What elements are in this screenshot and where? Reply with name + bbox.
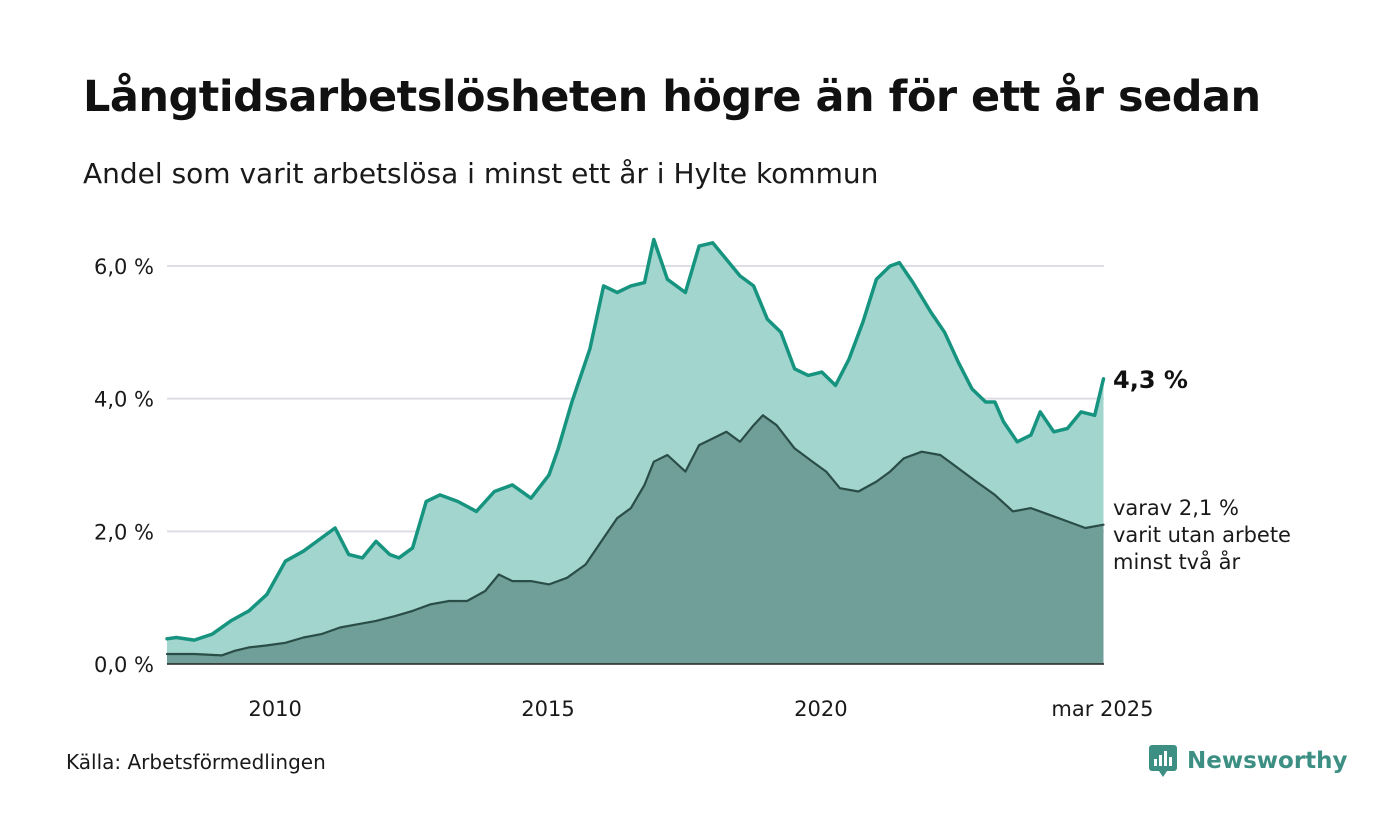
chart-title: Långtidsarbetslösheten högre än för ett …: [83, 72, 1261, 122]
x-tick-label: 2020: [794, 697, 847, 721]
y-tick-label: 6,0 %: [94, 255, 154, 279]
end-label-main: 4,3 %: [1113, 366, 1188, 394]
y-tick-label: 2,0 %: [94, 520, 154, 544]
chart-subtitle: Andel som varit arbetslösa i minst ett å…: [83, 157, 879, 190]
end-label-sub-line: minst två år: [1113, 549, 1241, 574]
series-line-sub: [165, 414, 1105, 657]
x-tick-label: 2015: [521, 697, 574, 721]
x-tick-label: 2010: [248, 697, 301, 721]
y-tick-label: 0,0 %: [94, 653, 154, 677]
newsworthy-logo-icon: [1149, 745, 1177, 777]
brand-name: Newsworthy: [1187, 748, 1348, 774]
series-line-main: [165, 237, 1106, 642]
source-note: Källa: Arbetsförmedlingen: [66, 750, 326, 774]
series-area-sub: [167, 415, 1104, 664]
x-tick-label: mar 2025: [1051, 697, 1153, 721]
end-label-sub-line: varit utan arbete: [1113, 523, 1291, 547]
end-label-sub-line: varav 2,1 %: [1113, 496, 1239, 520]
y-tick-label: 4,0 %: [94, 388, 154, 412]
brand-logo[interactable]: Newsworthy: [1148, 744, 1348, 778]
